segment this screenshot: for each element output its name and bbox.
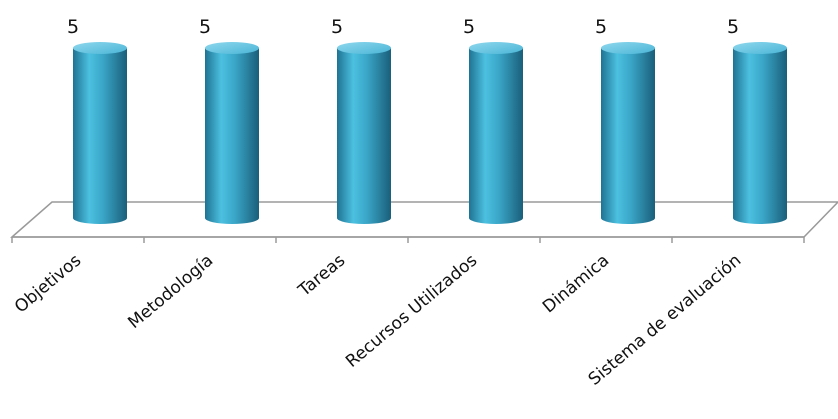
bar-metodología: [205, 42, 259, 224]
bar-top: [205, 42, 259, 54]
bar-top: [73, 42, 127, 54]
category-label: Recursos Utilizados: [342, 250, 481, 371]
bar-sistema-de-evaluación: [733, 42, 787, 224]
data-label: 5: [595, 16, 607, 38]
category-label: Sistema de evaluación: [585, 251, 745, 390]
bar-tareas: [337, 42, 391, 224]
x-axis-ticks: [11, 237, 805, 243]
bar-body: [733, 48, 787, 224]
chart-floor: [10, 201, 838, 238]
bar-top: [469, 42, 523, 54]
data-label: 5: [463, 16, 475, 38]
data-label: 5: [331, 16, 343, 38]
bar-recursos-utilizados: [469, 42, 523, 224]
bars-group: [73, 42, 787, 224]
data-label: 5: [67, 16, 79, 38]
data-label: 5: [199, 16, 211, 38]
bar-body: [337, 48, 391, 224]
bar-top: [601, 42, 655, 54]
bar-body: [601, 48, 655, 224]
category-label: Metodología: [124, 251, 217, 333]
bar-top: [337, 42, 391, 54]
category-label: Dinámica: [539, 251, 613, 318]
bar-dinámica: [601, 42, 655, 224]
value-labels-group: 5 5 5 5 5 5: [67, 16, 739, 38]
bar-body: [73, 48, 127, 224]
bar-objetivos: [73, 42, 127, 224]
bar-top: [733, 42, 787, 54]
category-label: Tareas: [294, 250, 349, 301]
data-label: 5: [727, 16, 739, 38]
bar-body: [205, 48, 259, 224]
bar-body: [469, 48, 523, 224]
category-label: Objetivos: [11, 250, 85, 317]
